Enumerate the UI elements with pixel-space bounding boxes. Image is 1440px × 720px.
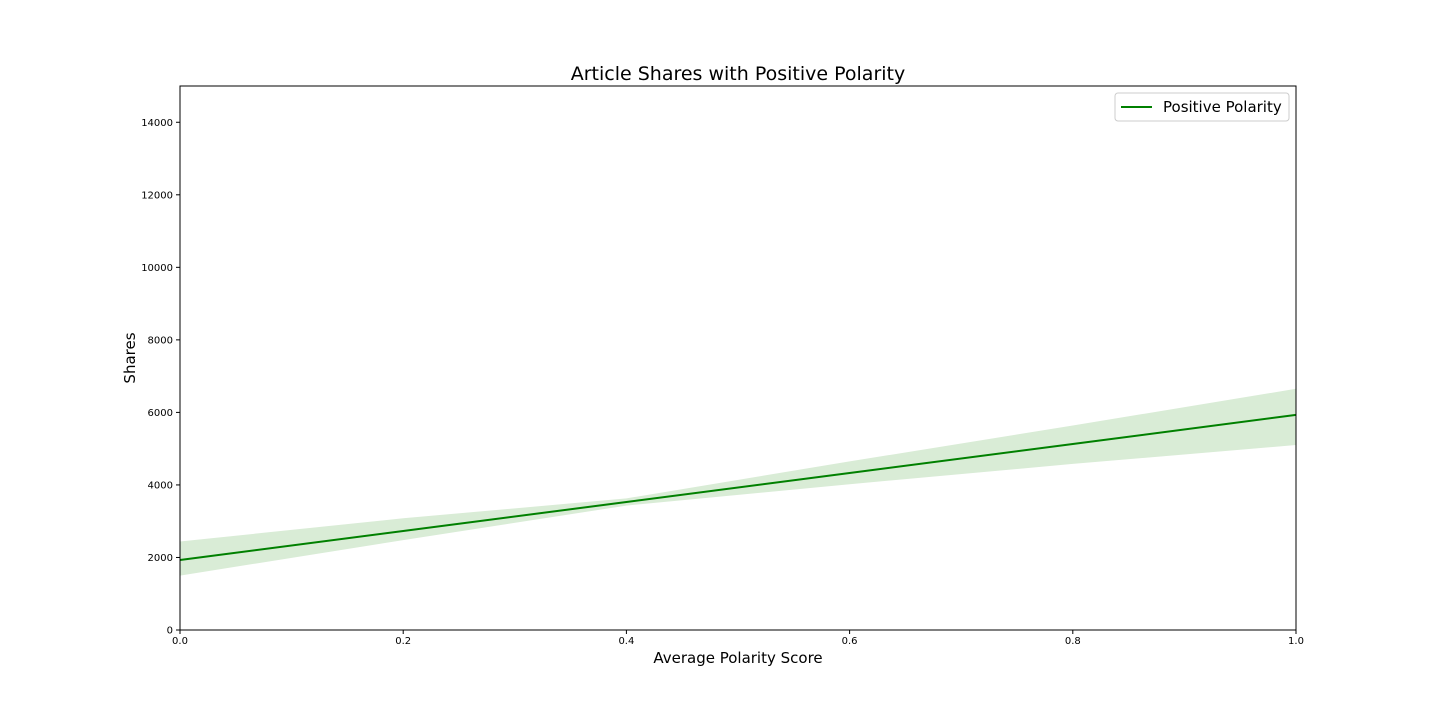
- series-line-layer: [179, 413, 1297, 561]
- y-axis-ticks: 0 2000 4000 6000 8000 10000 12000 14000: [141, 118, 180, 637]
- y-tick-label: 12000: [141, 190, 173, 201]
- x-tick-label: 1.0: [1288, 636, 1304, 647]
- x-tick-label: 0.8: [1065, 636, 1081, 647]
- chart-title: Article Shares with Positive Polarity: [571, 63, 906, 85]
- x-tick-label: 0.6: [842, 636, 858, 647]
- y-axis-title: Shares: [121, 332, 139, 383]
- y-tick-label: 4000: [148, 480, 173, 491]
- x-axis-ticks: 0.0 0.2 0.4 0.6 0.8 1.0: [172, 630, 1304, 647]
- y-tick-label: 6000: [148, 408, 173, 419]
- x-tick-label: 0.2: [395, 636, 411, 647]
- plot-area-frame: [179, 85, 1297, 631]
- series-line-positive-polarity: [179, 413, 1297, 561]
- x-tick-label: 0.4: [618, 636, 634, 647]
- y-tick-label: 8000: [148, 335, 173, 346]
- confidence-band-layer: [180, 388, 1296, 576]
- x-axis-title: Average Polarity Score: [653, 649, 822, 667]
- confidence-band: [180, 388, 1296, 576]
- y-tick-label: 0: [167, 626, 173, 637]
- legend: Positive Polarity: [1114, 92, 1290, 122]
- x-tick-label: 0.0: [172, 636, 188, 647]
- y-tick-label: 10000: [141, 263, 173, 274]
- legend-box: [1114, 92, 1290, 122]
- y-tick-label: 2000: [148, 553, 173, 564]
- y-tick-label: 14000: [141, 118, 173, 129]
- legend-label: Positive Polarity: [1163, 98, 1282, 116]
